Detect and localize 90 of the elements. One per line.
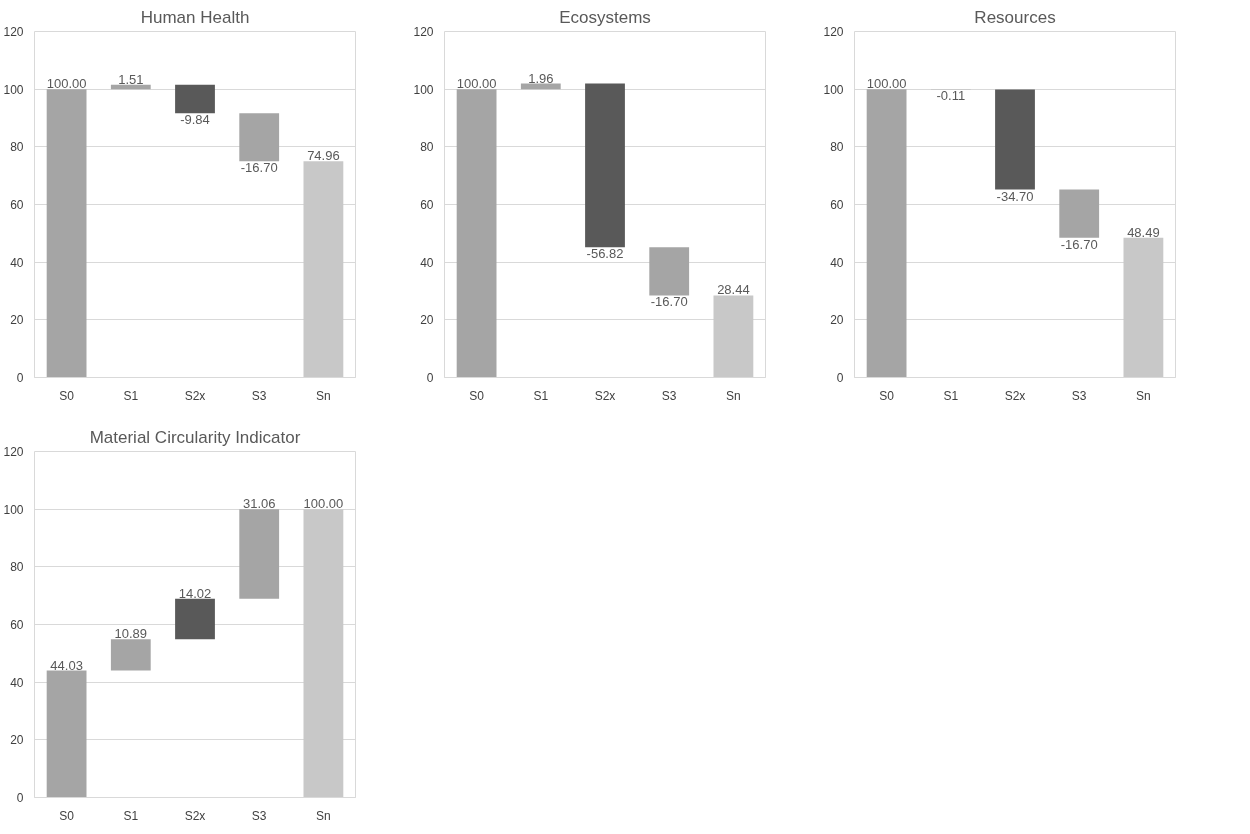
data-label: -16.70 — [240, 160, 278, 176]
bar — [303, 509, 344, 798]
x-tick-label: S2x — [1004, 388, 1026, 403]
bar — [866, 89, 907, 378]
x-tick-label: S3 — [251, 808, 267, 823]
y-tick-label: 60 — [830, 198, 844, 212]
bar — [46, 89, 87, 378]
data-label: 48.49 — [1127, 224, 1160, 240]
x-tick-label: S1 — [943, 388, 959, 403]
bar — [110, 84, 151, 90]
x-tick-label: S3 — [661, 388, 677, 403]
y-tick-label: 100 — [413, 82, 434, 97]
x-tick-label: S2x — [594, 388, 616, 403]
y-tick-label: 60 — [420, 198, 434, 212]
x-tick-label: S3 — [251, 388, 267, 403]
y-tick-label: 0 — [16, 791, 24, 805]
data-label: -16.70 — [1060, 236, 1098, 252]
y-tick-label: 120 — [823, 25, 844, 39]
bar — [456, 89, 497, 378]
data-label: -9.84 — [180, 112, 210, 128]
data-label: 31.06 — [242, 496, 276, 512]
x-tick-label: S2x — [184, 388, 206, 403]
data-label: 44.03 — [50, 657, 83, 673]
bar — [995, 89, 1035, 190]
y-tick-label: 0 — [16, 371, 24, 385]
y-tick-label: 20 — [420, 313, 434, 328]
bar — [713, 295, 754, 378]
y-tick-label: 100 — [3, 502, 24, 517]
data-label: 1.96 — [528, 70, 554, 86]
x-tick-label: S2x — [184, 808, 206, 823]
data-label: 74.96 — [307, 148, 340, 164]
chart-title: Material Circularity Indicator — [89, 427, 301, 447]
data-label: -56.82 — [586, 246, 624, 262]
data-label: 100.00 — [303, 496, 344, 512]
y-tick-label: 0 — [836, 371, 844, 385]
bar — [46, 670, 87, 798]
y-tick-label: 100 — [823, 82, 844, 97]
y-tick-label: 80 — [10, 140, 24, 155]
y-tick-label: 20 — [10, 313, 24, 328]
data-label: -34.70 — [996, 188, 1034, 204]
y-tick-label: 120 — [3, 445, 24, 459]
bar — [649, 247, 690, 296]
bar — [239, 509, 280, 599]
x-tick-label: S1 — [123, 388, 139, 403]
data-label: 28.44 — [717, 282, 750, 298]
x-tick-label: Sn — [726, 388, 741, 403]
y-tick-label: 20 — [830, 313, 844, 328]
x-tick-label: S0 — [879, 388, 895, 403]
bar — [1123, 237, 1164, 378]
data-label: -0.11 — [936, 88, 966, 104]
data-label: 100.00 — [866, 76, 907, 92]
y-tick-label: 0 — [426, 371, 434, 385]
x-tick-label: S0 — [59, 388, 75, 403]
y-tick-label: 80 — [420, 140, 434, 155]
y-tick-label: 80 — [830, 140, 844, 155]
bar — [303, 161, 344, 378]
y-tick-label: 120 — [3, 25, 24, 39]
y-tick-label: 40 — [10, 675, 24, 690]
bar — [585, 83, 625, 248]
data-label: 10.89 — [114, 626, 148, 642]
y-tick-label: 40 — [10, 255, 24, 270]
bar — [239, 113, 280, 162]
data-label: 100.00 — [46, 76, 87, 92]
chart-title: Ecosystems — [559, 7, 651, 27]
x-tick-label: S0 — [59, 808, 75, 823]
x-tick-label: Sn — [316, 388, 331, 403]
data-label: -16.70 — [650, 294, 688, 310]
x-tick-label: Sn — [316, 808, 331, 823]
chart-title: Human Health — [140, 7, 250, 27]
bar — [175, 598, 215, 640]
bar — [110, 639, 151, 671]
y-tick-label: 40 — [830, 255, 844, 270]
x-tick-label: S1 — [533, 388, 549, 403]
chart-title: Resources — [974, 7, 1056, 27]
y-tick-label: 60 — [10, 618, 24, 632]
x-tick-label: S1 — [123, 808, 139, 823]
y-tick-label: 40 — [420, 255, 434, 270]
x-tick-label: S3 — [1071, 388, 1087, 403]
y-tick-label: 20 — [10, 733, 24, 748]
data-label: 14.02 — [178, 585, 212, 601]
y-tick-label: 120 — [413, 25, 434, 39]
x-tick-label: S0 — [469, 388, 485, 403]
data-label: 1.51 — [118, 71, 144, 87]
bar — [175, 84, 215, 114]
y-tick-label: 80 — [10, 560, 24, 575]
y-tick-label: 60 — [10, 198, 24, 212]
bar — [1059, 189, 1100, 238]
data-label: 100.00 — [456, 76, 497, 92]
x-tick-label: Sn — [1136, 388, 1151, 403]
y-tick-label: 100 — [3, 82, 24, 97]
